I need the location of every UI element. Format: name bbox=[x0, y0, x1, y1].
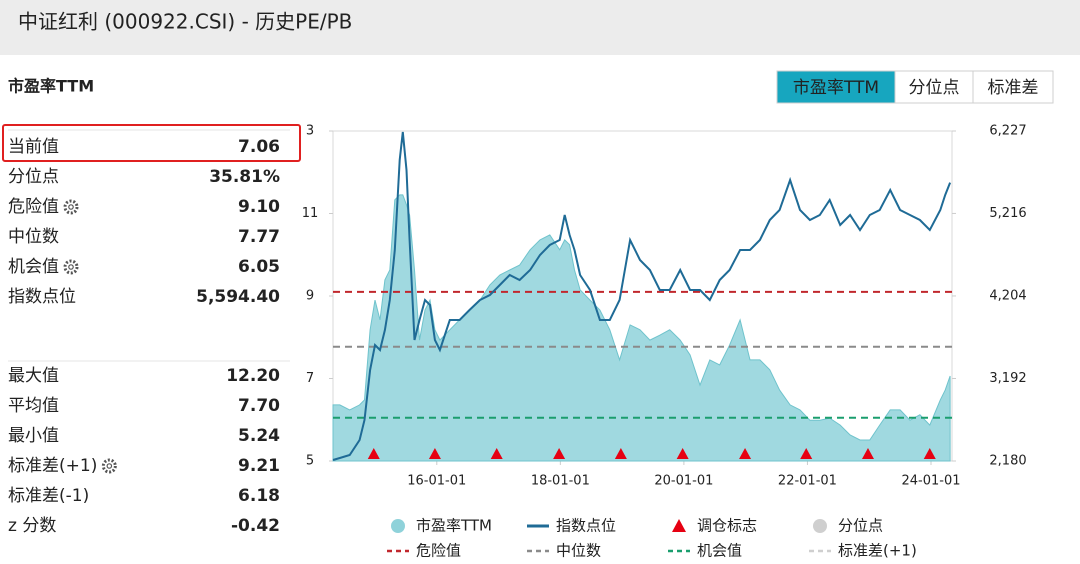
rebalance-marker bbox=[367, 448, 380, 459]
tab-label[interactable]: 分位点 bbox=[909, 78, 960, 98]
legend-label[interactable]: 机会值 bbox=[697, 542, 742, 560]
y2-tick-label: 3,192 bbox=[989, 371, 1026, 386]
stat-label: 分位点 bbox=[8, 167, 59, 187]
tab-label[interactable]: 市盈率TTM bbox=[793, 78, 879, 98]
rebalance-marker bbox=[800, 448, 813, 459]
stat-value: 35.81% bbox=[209, 167, 280, 187]
legend-symbol[interactable] bbox=[672, 519, 686, 532]
stat-label: 当前值 bbox=[8, 137, 59, 157]
legend-label[interactable]: 市盈率TTM bbox=[416, 517, 492, 535]
x-tick-label: 22-01-01 bbox=[778, 474, 837, 489]
stat-value: 9.21 bbox=[238, 456, 280, 476]
stat-label: 指数点位 bbox=[8, 287, 76, 307]
stat-value: 7.70 bbox=[238, 396, 280, 416]
y-tick-label: 9 bbox=[306, 289, 314, 304]
stat-value: 6.18 bbox=[238, 486, 280, 506]
header-bar bbox=[0, 0, 1080, 55]
y2-tick-label: 6,227 bbox=[989, 124, 1026, 139]
rebalance-marker bbox=[553, 448, 566, 459]
y-tick-label: 3 bbox=[306, 124, 314, 139]
legend-label[interactable]: 调仓标志 bbox=[697, 517, 757, 535]
legend-label[interactable]: 分位点 bbox=[838, 517, 883, 535]
tab[interactable] bbox=[776, 70, 896, 104]
y2-tick-label: 4,204 bbox=[989, 288, 1026, 303]
stat-value: -0.42 bbox=[231, 516, 280, 536]
legend-symbol[interactable] bbox=[391, 519, 405, 533]
panel-title: 市盈率TTM bbox=[8, 77, 94, 96]
y-tick-label: 5 bbox=[306, 454, 314, 469]
gear-icon-hub bbox=[106, 463, 113, 469]
rebalance-marker bbox=[739, 448, 752, 459]
tab-label[interactable]: 标准差 bbox=[988, 78, 1039, 98]
legend-label[interactable]: 指数点位 bbox=[556, 517, 616, 535]
stat-value: 9.10 bbox=[238, 197, 280, 217]
x-tick-label: 24-01-01 bbox=[901, 474, 960, 489]
stat-value: 7.06 bbox=[238, 137, 280, 157]
rebalance-marker bbox=[428, 448, 441, 459]
rebalance-marker bbox=[676, 448, 689, 459]
stat-value: 6.05 bbox=[238, 257, 280, 277]
gear-icon[interactable] bbox=[101, 458, 117, 474]
gear-icon[interactable] bbox=[63, 199, 79, 215]
index-line bbox=[332, 131, 952, 461]
rebalance-marker bbox=[490, 448, 503, 459]
gear-icon[interactable] bbox=[63, 259, 79, 275]
stat-label: 中位数 bbox=[8, 227, 59, 247]
legend-symbol[interactable] bbox=[813, 519, 827, 533]
stat-value: 7.77 bbox=[238, 227, 280, 247]
rebalance-marker bbox=[923, 448, 936, 459]
x-tick-label: 16-01-01 bbox=[407, 474, 466, 489]
legend-label[interactable]: 标准差(+1) bbox=[838, 542, 917, 560]
stat-label: 标准差(-1) bbox=[8, 486, 89, 506]
stat-label: 标准差(+1) bbox=[8, 456, 97, 476]
y2-tick-label: 2,180 bbox=[989, 454, 1026, 469]
stat-value: 5,594.40 bbox=[196, 287, 280, 307]
page-title: 中证红利 (000922.CSI) - 历史PE/PB bbox=[18, 10, 352, 34]
gear-icon-hub bbox=[68, 204, 74, 210]
stat-label: 最大值 bbox=[8, 366, 59, 386]
rebalance-marker bbox=[614, 448, 627, 459]
y-tick-label: 11 bbox=[302, 206, 319, 221]
stat-label: z 分数 bbox=[8, 516, 56, 536]
stat-label: 平均值 bbox=[8, 396, 59, 416]
rebalance-marker bbox=[861, 448, 874, 459]
y2-tick-label: 5,216 bbox=[989, 206, 1026, 221]
legend-label[interactable]: 危险值 bbox=[416, 542, 461, 560]
tab[interactable] bbox=[894, 70, 974, 104]
stat-value: 5.24 bbox=[238, 426, 280, 446]
stat-label: 最小值 bbox=[8, 426, 59, 446]
stat-label: 机会值 bbox=[8, 257, 59, 277]
x-tick-label: 18-01-01 bbox=[531, 474, 590, 489]
stat-value: 12.20 bbox=[226, 366, 280, 386]
gear-icon-hub bbox=[68, 264, 74, 270]
tab[interactable] bbox=[972, 70, 1054, 104]
x-tick-label: 20-01-01 bbox=[654, 474, 713, 489]
highlight-box bbox=[2, 124, 301, 162]
y-tick-label: 7 bbox=[306, 371, 314, 386]
legend-label[interactable]: 中位数 bbox=[556, 542, 601, 560]
stat-label: 危险值 bbox=[8, 197, 59, 217]
